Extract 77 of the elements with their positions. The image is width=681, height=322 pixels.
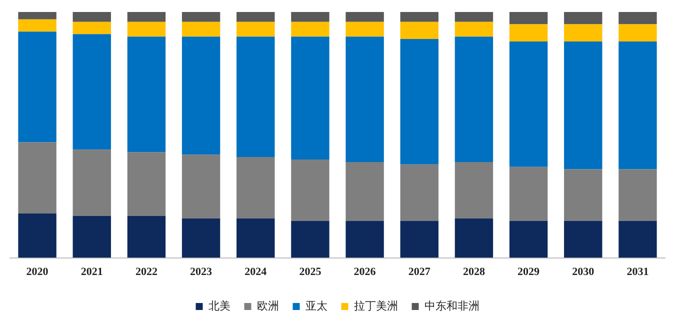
x-tick-label: 2024 [244, 266, 268, 278]
bar [509, 12, 548, 24]
x-tick-label: 2030 [572, 266, 595, 278]
bar [236, 157, 275, 218]
bar [346, 12, 384, 22]
bar [564, 24, 602, 42]
bar [564, 220, 602, 258]
bar [346, 220, 384, 258]
bar [72, 150, 111, 216]
x-tick-label: 2021 [80, 266, 103, 278]
bar [182, 12, 220, 22]
bar [454, 12, 494, 22]
bar [236, 36, 275, 158]
bar [182, 22, 220, 37]
bar [346, 22, 384, 37]
bar [18, 19, 56, 32]
bar [182, 218, 220, 258]
bar [72, 12, 111, 22]
bar [291, 220, 330, 258]
bar [564, 169, 602, 221]
bar [236, 22, 275, 37]
bar [509, 166, 548, 221]
x-tick-label: 2031 [626, 266, 649, 278]
bar [18, 12, 56, 20]
bar [291, 22, 330, 37]
bar [509, 41, 548, 167]
bar [18, 32, 56, 142]
bar [618, 24, 657, 42]
legend-label: 欧洲 [256, 299, 279, 312]
bar [127, 36, 166, 152]
bar [400, 22, 438, 40]
bar [72, 216, 111, 258]
bar [127, 216, 166, 258]
bar [182, 36, 220, 155]
bar [291, 12, 330, 22]
bar [127, 12, 166, 22]
bar [454, 162, 494, 218]
bar [618, 12, 657, 24]
bar [400, 220, 438, 258]
legend-label: 亚太 [305, 299, 328, 312]
bar [182, 154, 220, 218]
bar [400, 12, 438, 22]
x-tick-label: 2023 [190, 266, 213, 278]
legend-label: 北美 [208, 299, 230, 312]
bar [72, 34, 111, 150]
bar [236, 12, 275, 22]
bar [400, 39, 438, 164]
bar [509, 220, 548, 258]
bar [454, 218, 494, 258]
bar [454, 22, 494, 37]
bar [127, 22, 166, 37]
legend-label: 中东和非洲 [424, 299, 480, 312]
bar [291, 36, 330, 160]
bar [127, 152, 166, 216]
bar [618, 220, 657, 258]
bar [18, 214, 56, 258]
bar [236, 218, 275, 258]
bar [400, 164, 438, 221]
x-tick-label: 2027 [408, 266, 431, 278]
bar [618, 41, 657, 170]
bar [346, 162, 384, 221]
x-tick-label: 2020 [26, 266, 49, 278]
bar [72, 22, 111, 34]
bar [346, 36, 384, 162]
x-tick-label: 2022 [135, 266, 158, 278]
x-tick-label: 2028 [462, 266, 486, 278]
bar [18, 142, 56, 214]
bar [454, 36, 494, 162]
bar [291, 159, 330, 221]
bar [618, 169, 657, 221]
x-tick-label: 2029 [518, 266, 540, 278]
bar [564, 41, 602, 170]
x-tick-label: 2025 [299, 266, 322, 278]
legend-label: 拉丁美洲 [354, 299, 398, 312]
bar [564, 12, 602, 24]
bar [509, 24, 548, 42]
x-tick-label: 2026 [354, 266, 376, 278]
